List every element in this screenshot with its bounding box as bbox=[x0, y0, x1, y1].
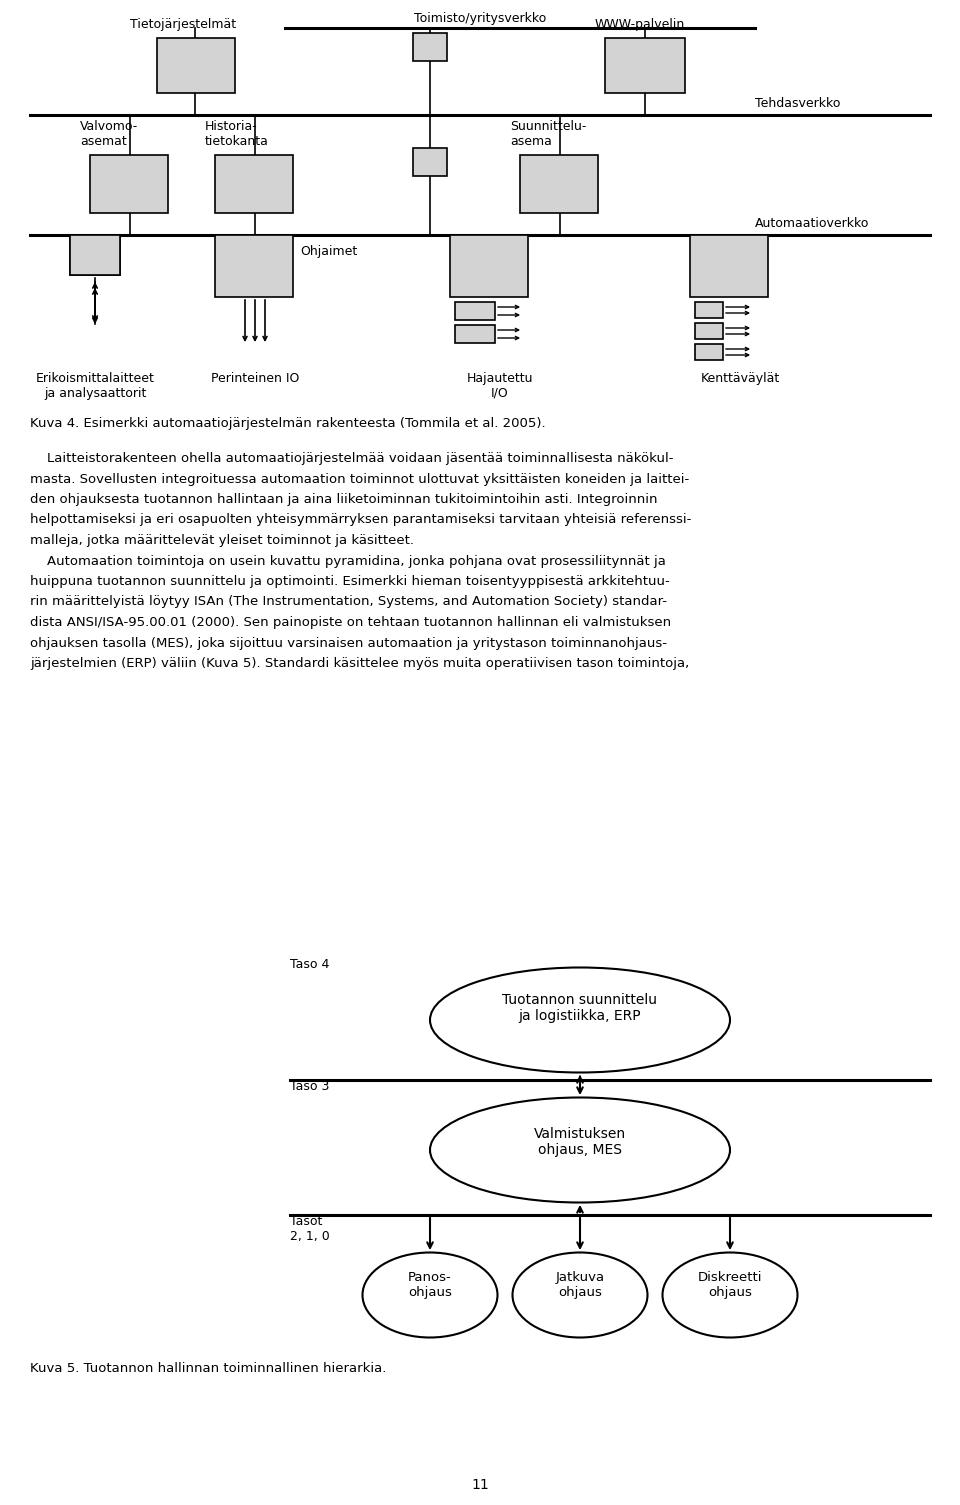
Text: Tehdasverkko: Tehdasverkko bbox=[755, 96, 840, 110]
Text: Automaation toimintoja on usein kuvattu pyramidina, jonka pohjana ovat prosessil: Automaation toimintoja on usein kuvattu … bbox=[30, 554, 666, 567]
Text: Jatkuva
ohjaus: Jatkuva ohjaus bbox=[556, 1272, 605, 1299]
Text: WWW-palvelin: WWW-palvelin bbox=[595, 18, 685, 32]
Bar bbox=[455, 303, 495, 321]
Text: Diskreetti
ohjaus: Diskreetti ohjaus bbox=[698, 1272, 762, 1299]
Text: Taso 3: Taso 3 bbox=[290, 1081, 329, 1093]
Bar bbox=[690, 235, 768, 296]
Bar bbox=[215, 155, 293, 214]
Ellipse shape bbox=[430, 1097, 730, 1202]
Bar bbox=[413, 147, 447, 176]
Text: Taso 4: Taso 4 bbox=[290, 959, 329, 971]
Bar bbox=[90, 155, 168, 214]
Text: Automaatioverkko: Automaatioverkko bbox=[755, 217, 870, 230]
Ellipse shape bbox=[662, 1252, 798, 1338]
Text: Historia-
tietokanta: Historia- tietokanta bbox=[205, 120, 269, 147]
Text: helpottamiseksi ja eri osapuolten yhteisymmärryksen parantamiseksi tarvitaan yht: helpottamiseksi ja eri osapuolten yhteis… bbox=[30, 513, 691, 527]
Bar bbox=[455, 325, 495, 343]
Bar bbox=[605, 38, 685, 93]
Text: Ohjaimet: Ohjaimet bbox=[300, 245, 357, 257]
Text: Hajautettu
I/O: Hajautettu I/O bbox=[467, 372, 533, 400]
Text: huippuna tuotannon suunnittelu ja optimointi. Esimerkki hieman toisentyyppisestä: huippuna tuotannon suunnittelu ja optimo… bbox=[30, 575, 670, 588]
Bar bbox=[215, 235, 293, 296]
Text: Toimisto/yritysverkko: Toimisto/yritysverkko bbox=[414, 12, 546, 26]
Text: Kuva 5. Tuotannon hallinnan toiminnallinen hierarkia.: Kuva 5. Tuotannon hallinnan toiminnallin… bbox=[30, 1362, 386, 1376]
Bar bbox=[413, 33, 447, 62]
Text: malleja, jotka määrittelevät yleiset toiminnot ja käsitteet.: malleja, jotka määrittelevät yleiset toi… bbox=[30, 534, 414, 546]
Text: Valvomo-
asemat: Valvomo- asemat bbox=[80, 120, 138, 147]
Text: Kenttäväylät: Kenttäväylät bbox=[701, 372, 780, 385]
Text: Tasot
2, 1, 0: Tasot 2, 1, 0 bbox=[290, 1215, 329, 1243]
Text: Erikoismittalaitteet
ja analysaattorit: Erikoismittalaitteet ja analysaattorit bbox=[36, 372, 155, 400]
Bar bbox=[520, 155, 598, 214]
Ellipse shape bbox=[430, 968, 730, 1073]
Ellipse shape bbox=[513, 1252, 647, 1338]
Text: Valmistuksen
ohjaus, MES: Valmistuksen ohjaus, MES bbox=[534, 1127, 626, 1157]
Bar bbox=[695, 345, 723, 360]
Text: Suunnittelu-
asema: Suunnittelu- asema bbox=[510, 120, 587, 147]
Text: masta. Sovellusten integroituessa automaation toiminnot ulottuvat yksittäisten k: masta. Sovellusten integroituessa automa… bbox=[30, 473, 689, 486]
Ellipse shape bbox=[363, 1252, 497, 1338]
Text: Laitteistorakenteen ohella automaatiojärjestelmää voidaan jäsentää toiminnallise: Laitteistorakenteen ohella automaatiojär… bbox=[30, 452, 674, 465]
Text: 11: 11 bbox=[471, 1478, 489, 1491]
Text: Tuotannon suunnittelu
ja logistiikka, ERP: Tuotannon suunnittelu ja logistiikka, ER… bbox=[502, 993, 658, 1023]
Text: Perinteinen IO: Perinteinen IO bbox=[211, 372, 300, 385]
Text: dista ANSI/ISA-95.00.01 (2000). Sen painopiste on tehtaan tuotannon hallinnan el: dista ANSI/ISA-95.00.01 (2000). Sen pain… bbox=[30, 616, 671, 629]
Text: Panos-
ohjaus: Panos- ohjaus bbox=[408, 1272, 452, 1299]
Text: Tietojärjestelmät: Tietojärjestelmät bbox=[130, 18, 236, 32]
Bar bbox=[695, 324, 723, 339]
Bar bbox=[157, 38, 235, 93]
Bar bbox=[450, 235, 528, 296]
Bar bbox=[695, 303, 723, 318]
Bar bbox=[70, 235, 120, 275]
Bar bbox=[70, 235, 120, 275]
Text: järjestelmien (ERP) väliin (Kuva 5). Standardi käsittelee myös muita operatiivis: järjestelmien (ERP) väliin (Kuva 5). Sta… bbox=[30, 658, 689, 670]
Text: ohjauksen tasolla (MES), joka sijoittuu varsinaisen automaation ja yritystason t: ohjauksen tasolla (MES), joka sijoittuu … bbox=[30, 637, 667, 650]
Text: den ohjauksesta tuotannon hallintaan ja aina liiketoiminnan tukitoimintoihin ast: den ohjauksesta tuotannon hallintaan ja … bbox=[30, 494, 658, 506]
Text: rin määrittelyistä löytyy ISAn (The Instrumentation, Systems, and Automation Soc: rin määrittelyistä löytyy ISAn (The Inst… bbox=[30, 596, 667, 608]
Text: Kuva 4. Esimerkki automaatiojärjestelmän rakenteesta (Tommila et al. 2005).: Kuva 4. Esimerkki automaatiojärjestelmän… bbox=[30, 417, 545, 430]
